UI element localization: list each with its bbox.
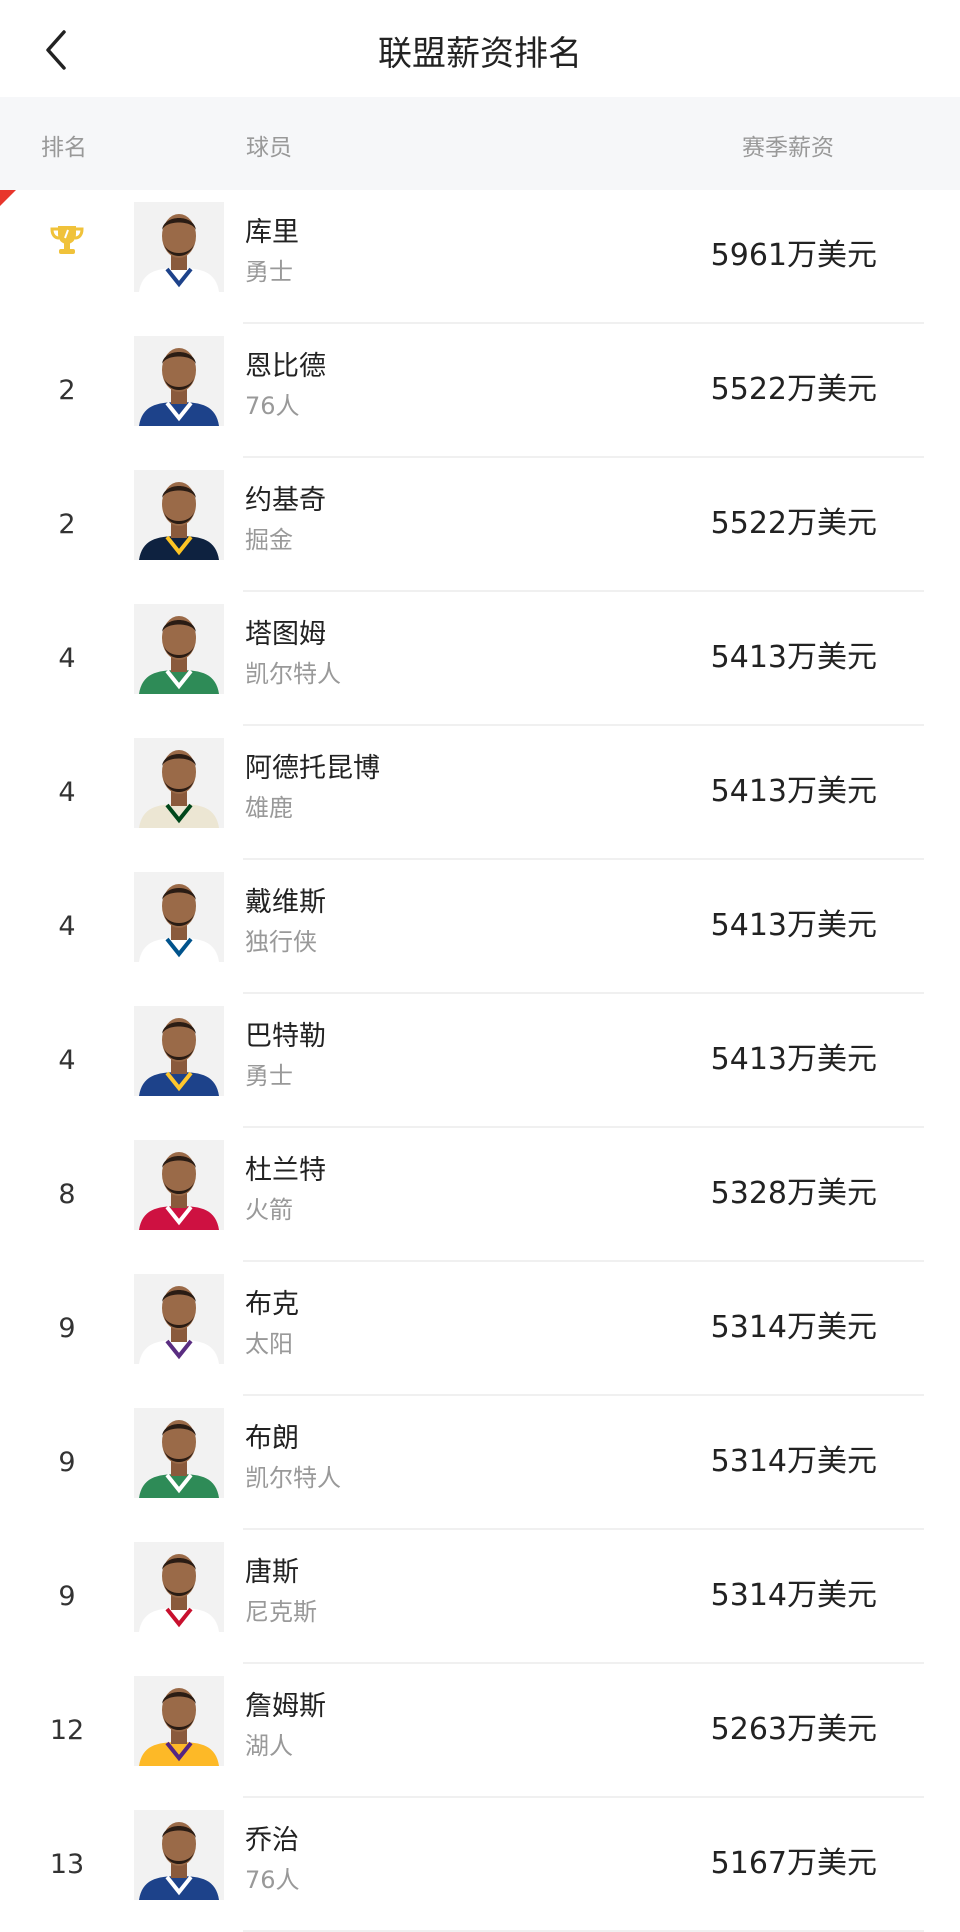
player-salary: 5314万美元 [710,1310,877,1345]
player-name[interactable]: 戴维斯 [245,887,326,918]
player-avatar [134,1810,224,1900]
player-team: 勇士 [245,1062,293,1090]
row-divider [243,1260,924,1262]
salary-ranking-list: 库里勇士 5961万美元 2 恩比德 76人 5522万美元 2 约基奇掘金 5522万美元 4 塔… [0,190,960,1932]
row-divider [243,1528,924,1530]
player-avatar [134,604,224,694]
rank-number: 4 [58,777,76,808]
table-row[interactable]: 2 恩比德 76人 5522万美元 [0,324,960,458]
row-divider [243,724,924,726]
player-team: 76人 [245,392,300,420]
table-row[interactable]: 9 布克太阳 5314万美元 [0,1262,960,1396]
player-salary: 5413万美元 [710,640,877,675]
player-salary: 5314万美元 [710,1444,877,1479]
trophy-icon [37,190,97,324]
row-divider [243,1796,924,1798]
rank-number: 2 [58,375,76,406]
player-team: 凯尔特人 [245,1464,341,1492]
player-team: 掘金 [245,526,293,554]
table-row[interactable]: 4 巴特勒勇士 5413万美元 [0,994,960,1128]
row-divider [243,1662,924,1664]
player-name[interactable]: 唐斯 [245,1557,299,1588]
player-salary: 5314万美元 [710,1578,877,1613]
rank-number: 13 [49,1849,85,1880]
player-team: 独行侠 [245,928,317,956]
rank-number: 4 [58,1045,76,1076]
rank-number: 12 [49,1715,85,1746]
chevron-left-icon[interactable] [38,28,78,72]
table-row[interactable]: 4 阿德托昆博雄鹿 5413万美元 [0,726,960,860]
rank-number: 9 [58,1581,76,1612]
table-row[interactable]: 9 布朗凯尔特人 5314万美元 [0,1396,960,1530]
player-name[interactable]: 詹姆斯 [245,1691,326,1722]
rank-column-label: 排名 [41,135,87,161]
player-salary: 5413万美元 [710,774,877,809]
player-team: 雄鹿 [245,794,293,822]
player-salary: 5413万美元 [710,1042,877,1077]
player-avatar [134,738,224,828]
player-team: 太阳 [245,1330,293,1358]
table-row[interactable]: 4 塔图姆凯尔特人 5413万美元 [0,592,960,726]
player-salary: 5522万美元 [710,506,877,541]
player-team: 火箭 [245,1196,293,1224]
player-team: 勇士 [245,258,293,286]
player-avatar [134,470,224,560]
rank-number: 4 [58,643,76,674]
rank-number: 9 [58,1313,76,1344]
player-name[interactable]: 恩比德 [245,351,326,382]
row-divider [243,992,924,994]
player-team: 76人 [245,1866,300,1894]
player-avatar [134,1140,224,1230]
player-salary: 5522万美元 [710,372,877,407]
player-name[interactable]: 约基奇 [245,485,326,516]
table-row[interactable]: 8 杜兰特火箭 5328万美元 [0,1128,960,1262]
player-name[interactable]: 塔图姆 [245,619,326,650]
table-row[interactable]: 2 约基奇掘金 5522万美元 [0,458,960,592]
player-team: 凯尔特人 [245,660,341,688]
player-name[interactable]: 阿德托昆博 [245,753,380,784]
salary-column-label: 赛季薪资 [742,135,834,161]
player-name[interactable]: 乔治 [245,1825,299,1856]
player-avatar [134,1274,224,1364]
table-row[interactable]: 4 戴维斯独行侠 5413万美元 [0,860,960,994]
rank-number: 8 [58,1179,76,1210]
player-avatar [134,1408,224,1498]
player-salary: 5328万美元 [710,1176,877,1211]
row-divider [243,1126,924,1128]
rank-number: 4 [58,911,76,942]
page-title: 联盟薪资排名 [378,34,582,74]
rank-number: 2 [58,509,76,540]
row-divider [243,456,924,458]
player-salary: 5413万美元 [710,908,877,943]
player-name[interactable]: 布朗 [245,1423,299,1454]
player-team: 湖人 [245,1732,293,1760]
table-row[interactable]: 12 詹姆斯湖人 5263万美元 [0,1664,960,1798]
row-divider [243,322,924,324]
player-salary: 5263万美元 [710,1712,877,1747]
corner-marker [0,190,16,206]
rank-number: 9 [58,1447,76,1478]
table-row[interactable]: 13 乔治 76人 5167万美元 [0,1798,960,1932]
player-column-label: 球员 [246,135,292,161]
player-avatar [134,872,224,962]
player-avatar [134,1542,224,1632]
row-divider [243,590,924,592]
player-salary: 5167万美元 [710,1846,877,1881]
player-name[interactable]: 杜兰特 [245,1155,326,1186]
player-avatar [134,336,224,426]
player-team: 尼克斯 [245,1598,317,1626]
player-name[interactable]: 库里 [245,217,299,248]
player-name[interactable]: 巴特勒 [245,1021,326,1052]
row-divider [243,1394,924,1396]
player-avatar [134,1676,224,1766]
player-salary: 5961万美元 [710,238,877,273]
row-divider [243,858,924,860]
table-row[interactable]: 库里勇士 5961万美元 [0,190,960,324]
player-avatar [134,202,224,292]
table-row[interactable]: 9 唐斯尼克斯 5314万美元 [0,1530,960,1664]
top-bar: 联盟薪资排名 [0,0,960,97]
player-avatar [134,1006,224,1096]
column-header: 排名 球员 赛季薪资 [0,97,960,190]
player-name[interactable]: 布克 [245,1289,299,1320]
